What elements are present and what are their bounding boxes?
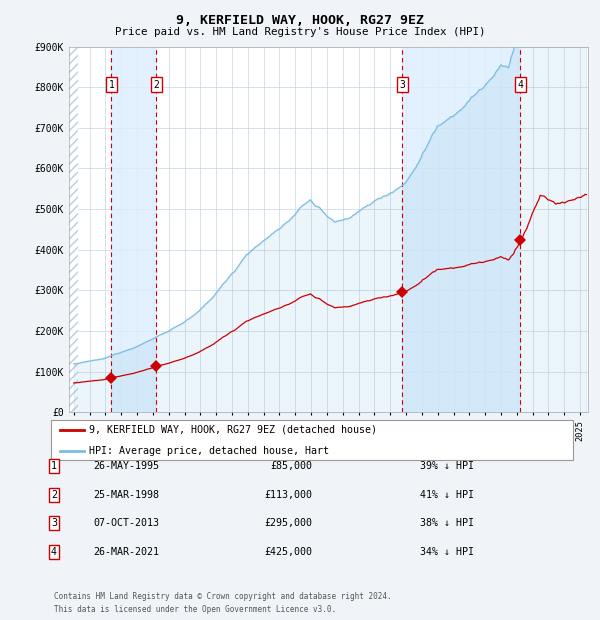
Text: 1: 1 xyxy=(51,461,57,471)
Bar xyxy=(69,46,79,412)
Bar xyxy=(403,46,520,412)
FancyBboxPatch shape xyxy=(50,420,574,460)
Text: £295,000: £295,000 xyxy=(264,518,312,528)
Text: 38% ↓ HPI: 38% ↓ HPI xyxy=(420,518,474,528)
Text: 1: 1 xyxy=(109,80,115,90)
Text: £425,000: £425,000 xyxy=(264,547,312,557)
Text: £85,000: £85,000 xyxy=(270,461,312,471)
Text: 4: 4 xyxy=(51,547,57,557)
Text: 41% ↓ HPI: 41% ↓ HPI xyxy=(420,490,474,500)
Text: Contains HM Land Registry data © Crown copyright and database right 2024.
This d: Contains HM Land Registry data © Crown c… xyxy=(54,592,392,614)
Text: £113,000: £113,000 xyxy=(264,490,312,500)
Text: 2: 2 xyxy=(51,490,57,500)
Bar xyxy=(112,46,157,412)
Text: 3: 3 xyxy=(400,80,406,90)
Text: Price paid vs. HM Land Registry's House Price Index (HPI): Price paid vs. HM Land Registry's House … xyxy=(115,27,485,37)
Text: 39% ↓ HPI: 39% ↓ HPI xyxy=(420,461,474,471)
Text: 2: 2 xyxy=(154,80,159,90)
Text: 9, KERFIELD WAY, HOOK, RG27 9EZ: 9, KERFIELD WAY, HOOK, RG27 9EZ xyxy=(176,14,424,27)
Text: 25-MAR-1998: 25-MAR-1998 xyxy=(93,490,159,500)
Text: 26-MAY-1995: 26-MAY-1995 xyxy=(93,461,159,471)
Text: 9, KERFIELD WAY, HOOK, RG27 9EZ (detached house): 9, KERFIELD WAY, HOOK, RG27 9EZ (detache… xyxy=(89,425,377,435)
Text: 4: 4 xyxy=(517,80,523,90)
Text: 26-MAR-2021: 26-MAR-2021 xyxy=(93,547,159,557)
Text: 07-OCT-2013: 07-OCT-2013 xyxy=(93,518,159,528)
Text: 34% ↓ HPI: 34% ↓ HPI xyxy=(420,547,474,557)
Text: 3: 3 xyxy=(51,518,57,528)
Text: HPI: Average price, detached house, Hart: HPI: Average price, detached house, Hart xyxy=(89,446,329,456)
